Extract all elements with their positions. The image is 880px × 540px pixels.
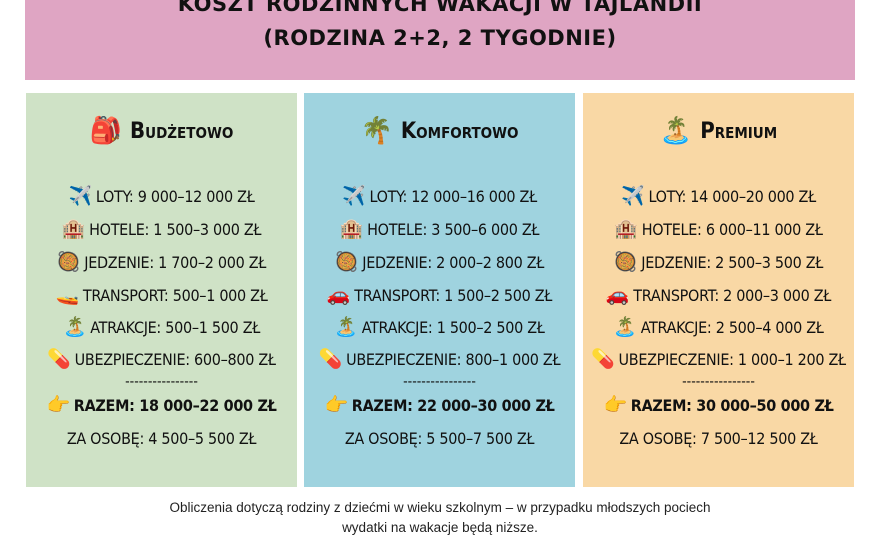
- airplane-icon: ✈️: [342, 184, 366, 207]
- row-text: LOTY: 14 000–20 000 ZŁ: [648, 186, 816, 206]
- row-insurance: 💊 UBEZPIECZENIE: 600–800 ZŁ: [26, 344, 297, 374]
- row-text: UBEZPIECZENIE: 1 000–1 200 ZŁ: [618, 349, 847, 369]
- airplane-icon: ✈️: [621, 184, 645, 207]
- row-per-person: ZA OSOBĘ: 7 500–12 500 ZŁ: [619, 428, 818, 448]
- pointing-hand-icon: 👉: [46, 393, 70, 416]
- food-icon: 🥘: [56, 250, 81, 273]
- row-text: ATRAKCJE: 1 500–2 500 ZŁ: [361, 317, 545, 337]
- row-flights: ✈️ LOTY: 9 000–12 000 ZŁ: [26, 181, 297, 211]
- card-title-text: Budżetowo: [130, 118, 234, 144]
- row-per-person: ZA OSOBĘ: 5 500–7 500 ZŁ: [344, 428, 535, 448]
- row-text: UBEZPIECZENIE: 600–800 ZŁ: [74, 349, 276, 369]
- food-icon: 🥘: [334, 250, 359, 273]
- card-title-text: Komfortowo: [400, 118, 519, 144]
- hotel-icon: 🏨: [614, 217, 638, 240]
- row-total: 👉 RAZEM: 30 000–50 000 ZŁ: [583, 390, 854, 420]
- separator: ----------------: [403, 374, 476, 390]
- pill-icon: 💊: [318, 347, 343, 370]
- pill-icon: 💊: [47, 347, 71, 370]
- row-hotels: 🏨 HOTELE: 6 000–11 000 ZŁ: [583, 214, 854, 244]
- row-text: ATRAKCJE: 500–1 500 ZŁ: [90, 317, 261, 337]
- row-insurance: 💊 UBEZPIECZENIE: 800–1 000 ZŁ: [304, 344, 575, 374]
- row-text: JEDZENIE: 2 000–2 800 ZŁ: [362, 252, 545, 272]
- card-title: 🏝️ Premium: [583, 113, 854, 149]
- row-attractions: 🏝️ ATRAKCJE: 500–1 500 ZŁ: [26, 312, 297, 342]
- airplane-icon: ✈️: [68, 184, 93, 207]
- row-flights: ✈️ LOTY: 14 000–20 000 ZŁ: [583, 181, 854, 211]
- row-hotels: 🏨 HOTELE: 3 500–6 000 ZŁ: [304, 214, 575, 244]
- card-budget: 🎒 Budżetowo ✈️ LOTY: 9 000–12 000 ZŁ 🏨 HOT…: [26, 93, 297, 487]
- footer-note: Obliczenia dotyczą rodziny z dziećmi w w…: [0, 498, 880, 538]
- footer-line-1: Obliczenia dotyczą rodziny z dziećmi w w…: [169, 500, 711, 515]
- total-text: RAZEM: 18 000–22 000 ZŁ: [73, 395, 277, 415]
- row-attractions: 🏝️ ATRAKCJE: 1 500–2 500 ZŁ: [304, 312, 575, 342]
- palm-tree-icon: 🌴: [360, 116, 393, 146]
- card-title: 🎒 Budżetowo: [26, 113, 297, 149]
- row-flights: ✈️ LOTY: 12 000–16 000 ZŁ: [304, 181, 575, 211]
- row-text: TRANSPORT: 2 000–3 000 ZŁ: [633, 285, 832, 305]
- card-premium: 🏝️ Premium ✈️ LOTY: 14 000–20 000 ZŁ 🏨 HOT…: [583, 93, 854, 487]
- row-per-person: ZA OSOBĘ: 4 500–5 500 ZŁ: [66, 428, 257, 448]
- row-text: LOTY: 12 000–16 000 ZŁ: [369, 186, 537, 206]
- backpack-icon: 🎒: [89, 116, 123, 146]
- hotel-icon: 🏨: [61, 217, 86, 240]
- row-transport: 🚤 TRANSPORT: 500–1 000 ZŁ: [26, 280, 297, 310]
- row-text: TRANSPORT: 500–1 000 ZŁ: [82, 285, 268, 305]
- card-title-text: Premium: [700, 118, 778, 144]
- row-insurance: 💊 UBEZPIECZENIE: 1 000–1 200 ZŁ: [583, 344, 854, 374]
- row-text: HOTELE: 3 500–6 000 ZŁ: [367, 219, 540, 239]
- row-text: UBEZPIECZENIE: 800–1 000 ZŁ: [346, 349, 561, 369]
- row-text: ATRAKCJE: 2 500–4 000 ZŁ: [640, 317, 824, 337]
- row-text: JEDZENIE: 1 700–2 000 ZŁ: [84, 252, 267, 272]
- row-food: 🥘 JEDZENIE: 2 000–2 800 ZŁ: [304, 247, 575, 277]
- row-total: 👉 RAZEM: 18 000–22 000 ZŁ: [26, 390, 297, 420]
- island-icon: 🏝️: [62, 315, 87, 338]
- row-attractions: 🏝️ ATRAKCJE: 2 500–4 000 ZŁ: [583, 312, 854, 342]
- total-text: RAZEM: 22 000–30 000 ZŁ: [351, 395, 555, 415]
- pointing-hand-icon: 👉: [324, 393, 348, 416]
- header-subtitle: (RODZINA 2+2, 2 TYGODNIE): [263, 26, 617, 50]
- car-icon: 🚗: [605, 283, 630, 306]
- beach-icon: 🏝️: [659, 116, 693, 146]
- row-text: HOTELE: 6 000–11 000 ZŁ: [641, 219, 823, 239]
- row-transport: 🚗 TRANSPORT: 2 000–3 000 ZŁ: [583, 280, 854, 310]
- row-text: HOTELE: 1 500–3 000 ZŁ: [89, 219, 262, 239]
- car-icon: 🚗: [326, 283, 351, 306]
- pointing-hand-icon: 👉: [603, 393, 627, 416]
- row-total: 👉 RAZEM: 22 000–30 000 ZŁ: [304, 390, 575, 420]
- header-title: KOSZT RODZINNYCH WAKACJI W TAJLANDII: [177, 0, 703, 16]
- separator: ----------------: [125, 374, 198, 390]
- separator: ----------------: [682, 374, 755, 390]
- row-text: TRANSPORT: 1 500–2 500 ZŁ: [354, 285, 553, 305]
- row-transport: 🚗 TRANSPORT: 1 500–2 500 ZŁ: [304, 280, 575, 310]
- hotel-icon: 🏨: [339, 217, 364, 240]
- header-banner: KOSZT RODZINNYCH WAKACJI W TAJLANDII (RO…: [25, 0, 855, 80]
- row-food: 🥘 JEDZENIE: 1 700–2 000 ZŁ: [26, 247, 297, 277]
- row-food: 🥘 JEDZENIE: 2 500–3 500 ZŁ: [583, 247, 854, 277]
- island-icon: 🏝️: [334, 315, 358, 338]
- card-title: 🌴 Komfortowo: [304, 113, 575, 149]
- boat-icon: 🚤: [55, 283, 79, 306]
- card-comfort: 🌴 Komfortowo ✈️ LOTY: 12 000–16 000 ZŁ 🏨 H…: [304, 93, 575, 487]
- total-text: RAZEM: 30 000–50 000 ZŁ: [630, 395, 834, 415]
- footer-line-2: wydatki na wakacje będą niższe.: [342, 520, 538, 535]
- food-icon: 🥘: [613, 250, 638, 273]
- island-icon: 🏝️: [613, 315, 637, 338]
- row-text: JEDZENIE: 2 500–3 500 ZŁ: [641, 252, 824, 272]
- pill-icon: 💊: [591, 347, 615, 370]
- row-text: LOTY: 9 000–12 000 ZŁ: [95, 186, 255, 206]
- row-hotels: 🏨 HOTELE: 1 500–3 000 ZŁ: [26, 214, 297, 244]
